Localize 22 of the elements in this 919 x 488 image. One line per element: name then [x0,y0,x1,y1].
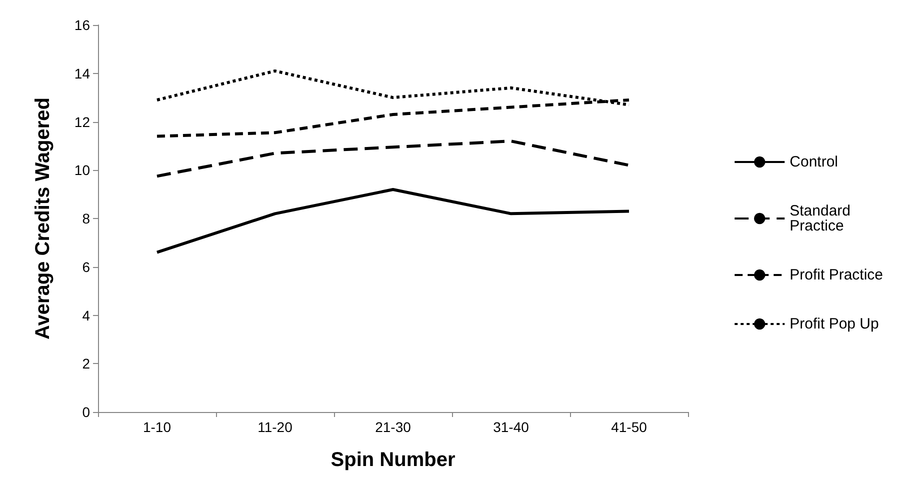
x-axis-title: Spin Number [330,449,456,471]
y-tick-label: 4 [82,307,90,324]
x-tick-label: 11-20 [258,419,293,435]
y-tick-label: 12 [74,114,90,130]
y-tick-label: 16 [74,17,90,33]
legend-label: Control [790,154,838,170]
legend-label: Standard Practice [790,202,855,234]
x-tick-label: 21-30 [375,419,412,435]
y-tick-label: 8 [82,210,90,226]
y-tick-label: 2 [82,356,90,372]
legend-label: Profit Practice [790,266,884,284]
line-series [156,140,630,178]
line-series [156,188,630,254]
y-tick-label: 14 [74,65,90,82]
x-tick-label: 1-10 [142,419,172,435]
y-tick-label: 0 [82,404,90,420]
y-tick-label: 10 [74,162,90,178]
x-tick-label: 31-40 [493,419,530,435]
x-tick-label: 41-50 [611,419,648,435]
y-axis-title: Average Credits Wagered [32,98,54,340]
legend-label: Profit Pop Up [790,316,879,332]
y-tick-label: 6 [82,258,90,275]
